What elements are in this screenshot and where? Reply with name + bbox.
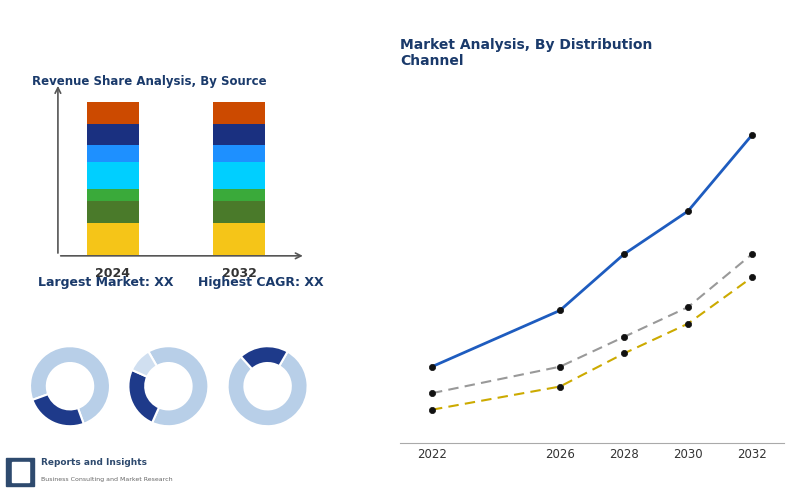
- Wedge shape: [129, 370, 159, 423]
- Text: GLOBAL PLANT BASED SPREADS MARKET SEGMENT ANALYSIS: GLOBAL PLANT BASED SPREADS MARKET SEGMEN…: [10, 21, 586, 39]
- Text: 2032: 2032: [222, 267, 257, 279]
- Wedge shape: [33, 394, 84, 426]
- Bar: [86, 101, 138, 124]
- Bar: [86, 124, 138, 146]
- Bar: [86, 162, 138, 189]
- Wedge shape: [132, 352, 157, 377]
- Wedge shape: [148, 346, 208, 426]
- Text: Business Consulting and Market Research: Business Consulting and Market Research: [42, 477, 173, 482]
- Bar: [86, 223, 138, 256]
- Bar: [214, 124, 266, 146]
- Wedge shape: [30, 346, 110, 424]
- Bar: [214, 201, 266, 223]
- Bar: [214, 223, 266, 256]
- Wedge shape: [241, 346, 287, 369]
- Text: 2024: 2024: [95, 267, 130, 279]
- FancyBboxPatch shape: [11, 462, 29, 482]
- FancyBboxPatch shape: [6, 458, 34, 486]
- Bar: [214, 162, 266, 189]
- Text: Highest CAGR: XX: Highest CAGR: XX: [198, 276, 324, 289]
- Text: Revenue Share Analysis, By Source: Revenue Share Analysis, By Source: [32, 75, 266, 89]
- Bar: [86, 201, 138, 223]
- Text: Reports and Insights: Reports and Insights: [42, 459, 147, 467]
- Bar: [86, 189, 138, 201]
- Wedge shape: [228, 352, 307, 426]
- Text: Market Analysis, By Distribution
Channel: Market Analysis, By Distribution Channel: [400, 37, 652, 68]
- Text: Largest Market: XX: Largest Market: XX: [38, 276, 174, 289]
- Bar: [214, 101, 266, 124]
- Bar: [214, 189, 266, 201]
- Bar: [86, 146, 138, 162]
- Bar: [214, 146, 266, 162]
